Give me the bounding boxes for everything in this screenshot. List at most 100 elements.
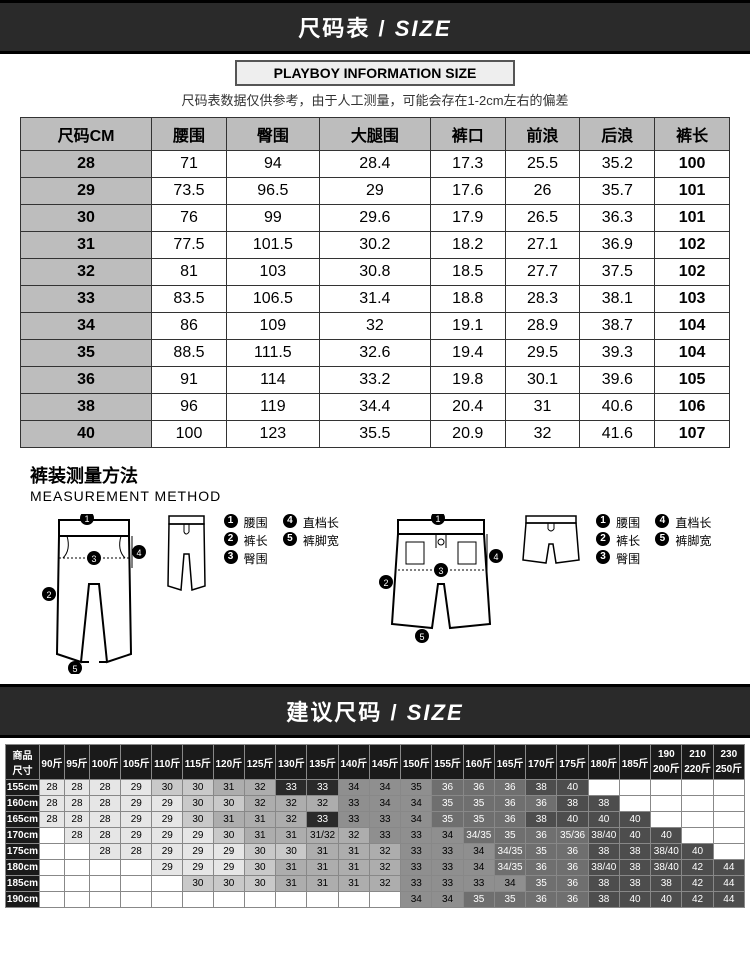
table-cell: 35 [494, 828, 525, 844]
table-cell: 102 [655, 259, 730, 286]
table-cell: 31 [338, 844, 369, 860]
table-cell: 38/40 [651, 844, 682, 860]
table-cell: 96 [152, 394, 227, 421]
table-cell [651, 796, 682, 812]
table-cell: 100 [655, 151, 730, 178]
table-cell: 34/35 [494, 844, 525, 860]
table-cell: 40 [619, 892, 650, 908]
table-cell: 35 [526, 876, 557, 892]
banner1-cn: 尺码表 [298, 16, 370, 41]
table-cell: 38.1 [580, 286, 655, 313]
table-cell: 34 [432, 892, 463, 908]
table-cell: 28.3 [505, 286, 580, 313]
table-cell: 30 [183, 876, 214, 892]
table-cell: 38 [588, 796, 619, 812]
table-cell [588, 780, 619, 796]
table-cell: 123 [226, 421, 319, 448]
table-cell: 27.7 [505, 259, 580, 286]
table-cell: 40 [619, 812, 650, 828]
table-header: 100斤 [89, 745, 120, 780]
table-cell: 30 [21, 205, 152, 232]
table-cell: 28 [64, 812, 89, 828]
legend-item: 腰围 [616, 514, 640, 532]
table-cell: 19.4 [430, 340, 505, 367]
table-header: 160斤 [463, 745, 494, 780]
table-cell: 28 [89, 828, 120, 844]
table-cell: 77.5 [152, 232, 227, 259]
table-cell: 33 [369, 812, 400, 828]
table-cell: 30 [244, 860, 275, 876]
table-header: 145斤 [369, 745, 400, 780]
table-row: 165cm28282829293031313233333334353536384… [6, 812, 745, 828]
table-cell: 28.4 [319, 151, 430, 178]
table-cell: 40 [619, 828, 650, 844]
legend-item: 腰围 [244, 514, 268, 532]
table-row: 190cm3434353536363840404244 [6, 892, 745, 908]
pants-diagram: 1 2 3 4 5 1腰围 4直档长 2裤长 5裤脚宽 3臀围 [39, 514, 339, 674]
table-cell: 28 [64, 780, 89, 796]
table-cell: 34 [401, 812, 432, 828]
table-cell: 31 [338, 876, 369, 892]
table-cell: 102 [655, 232, 730, 259]
table-cell [121, 860, 152, 876]
table-cell: 34/35 [463, 828, 494, 844]
table-cell: 36 [432, 780, 463, 796]
svg-text:1: 1 [436, 514, 441, 524]
table-row: 175cm2828292929303031313233333434/353536… [6, 844, 745, 860]
table-cell [89, 892, 120, 908]
table-cell [369, 892, 400, 908]
table-cell: 28 [89, 812, 120, 828]
table-cell: 30 [276, 844, 307, 860]
table-cell: 35.5 [319, 421, 430, 448]
table-cell: 29 [121, 780, 152, 796]
table-cell: 29 [183, 828, 214, 844]
table-cell: 25.5 [505, 151, 580, 178]
table-cell: 29 [152, 828, 183, 844]
table-cell [713, 812, 744, 828]
table-cell: 29 [183, 860, 214, 876]
table-header: 裤长 [655, 118, 730, 151]
table-cell: 31 [276, 860, 307, 876]
table-cell: 31 [505, 394, 580, 421]
table-cell: 17.3 [430, 151, 505, 178]
table-cell: 33 [307, 812, 338, 828]
table-header: 175斤 [557, 745, 588, 780]
table-cell [619, 796, 650, 812]
table-cell: 35 [401, 780, 432, 796]
table-cell: 38 [619, 860, 650, 876]
table-cell [276, 892, 307, 908]
table-cell: 28 [89, 844, 120, 860]
table-cell: 38/40 [588, 828, 619, 844]
table-cell: 29.6 [319, 205, 430, 232]
legend-item: 臀围 [244, 550, 268, 568]
table-cell: 36 [557, 860, 588, 876]
legend-item: 直档长 [303, 514, 339, 532]
table-cell [213, 892, 244, 908]
table-header: 230250斤 [713, 745, 744, 780]
table-cell [682, 812, 713, 828]
svg-text:1: 1 [84, 514, 89, 524]
table-cell [40, 844, 65, 860]
table-cell: 44 [713, 892, 744, 908]
table-cell: 38 [619, 876, 650, 892]
table-cell: 86 [152, 313, 227, 340]
table-cell: 40 [557, 812, 588, 828]
table-cell [40, 892, 65, 908]
legend-item: 裤脚宽 [675, 532, 711, 550]
svg-text:3: 3 [439, 566, 444, 576]
table-cell: 29.5 [505, 340, 580, 367]
table-cell: 36 [21, 367, 152, 394]
table-cell: 31 [21, 232, 152, 259]
table-cell [682, 780, 713, 796]
size-table: 尺码CM腰围臀围大腿围裤口前浪后浪裤长 28719428.417.325.535… [20, 117, 730, 448]
table-cell: 96.5 [226, 178, 319, 205]
table-header: 140斤 [338, 745, 369, 780]
table-cell: 31 [338, 860, 369, 876]
table-cell: 107 [655, 421, 730, 448]
table-header: 130斤 [276, 745, 307, 780]
table-cell: 31 [244, 812, 275, 828]
table-cell: 30 [152, 780, 183, 796]
table-cell: 101.5 [226, 232, 319, 259]
table-header: 臀围 [226, 118, 319, 151]
table-cell: 36 [557, 892, 588, 908]
